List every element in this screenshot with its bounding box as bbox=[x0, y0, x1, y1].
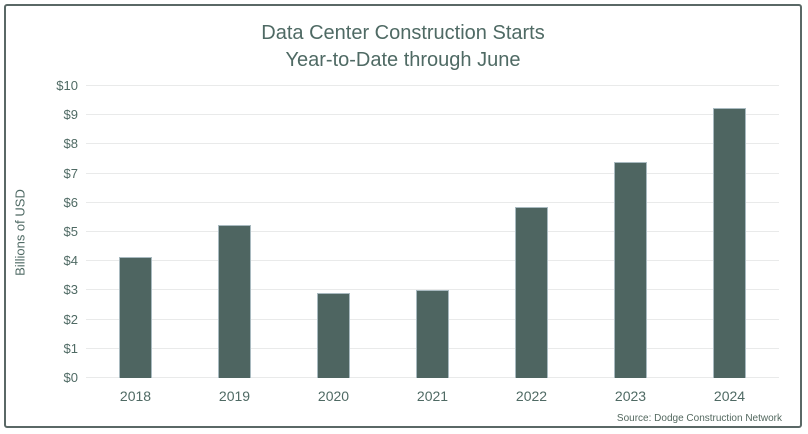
bar-2021 bbox=[416, 290, 449, 378]
bar-2023 bbox=[614, 161, 647, 378]
x-tick-label: 2020 bbox=[317, 388, 350, 404]
plot-area: $0 $1 $2 $3 $4 $5 $6 $7 $8 $9 $10 bbox=[56, 79, 779, 385]
y-tick-label: $5 bbox=[63, 224, 78, 239]
chart-frame: Data Center Construction Starts Year-to-… bbox=[4, 4, 802, 428]
y-tick-label: $0 bbox=[63, 370, 78, 385]
chart-title-line2: Year-to-Date through June bbox=[285, 49, 521, 71]
y-tick-label: $3 bbox=[63, 282, 78, 298]
y-tick-label: $2 bbox=[63, 311, 78, 327]
x-tick-label: 2022 bbox=[515, 388, 548, 404]
bar-2019 bbox=[218, 224, 251, 378]
x-tick-label: 2018 bbox=[119, 388, 152, 404]
gridline bbox=[86, 114, 779, 116]
gridline bbox=[86, 289, 779, 291]
gridline bbox=[86, 260, 779, 262]
x-tick-label: 2021 bbox=[416, 388, 449, 404]
source-note: Source: Dodge Construction Network bbox=[616, 413, 782, 424]
gridline bbox=[86, 172, 779, 174]
bar-2018 bbox=[119, 256, 152, 378]
y-tick-label: $8 bbox=[63, 136, 78, 152]
x-tick-label: 2024 bbox=[713, 388, 746, 404]
chart-title: Data Center Construction Starts Year-to-… bbox=[6, 20, 800, 74]
gridline bbox=[86, 201, 779, 203]
gridline bbox=[86, 143, 779, 145]
y-tick-label: $1 bbox=[63, 340, 78, 356]
gridline bbox=[86, 85, 779, 86]
chart-title-line1: Data Center Construction Starts bbox=[261, 22, 545, 44]
bar-2020 bbox=[317, 293, 350, 378]
y-tick-label: $9 bbox=[63, 107, 78, 123]
y-tick-label: $4 bbox=[63, 253, 78, 269]
bar-2024 bbox=[713, 107, 746, 378]
x-tick-label: 2019 bbox=[218, 388, 251, 404]
gridline bbox=[86, 231, 779, 232]
x-tick-label: 2023 bbox=[614, 388, 647, 404]
y-tick-label: $6 bbox=[63, 194, 78, 210]
y-tick-label: $10 bbox=[56, 78, 78, 93]
y-tick-label: $7 bbox=[63, 165, 78, 181]
bar-2022 bbox=[515, 207, 548, 378]
